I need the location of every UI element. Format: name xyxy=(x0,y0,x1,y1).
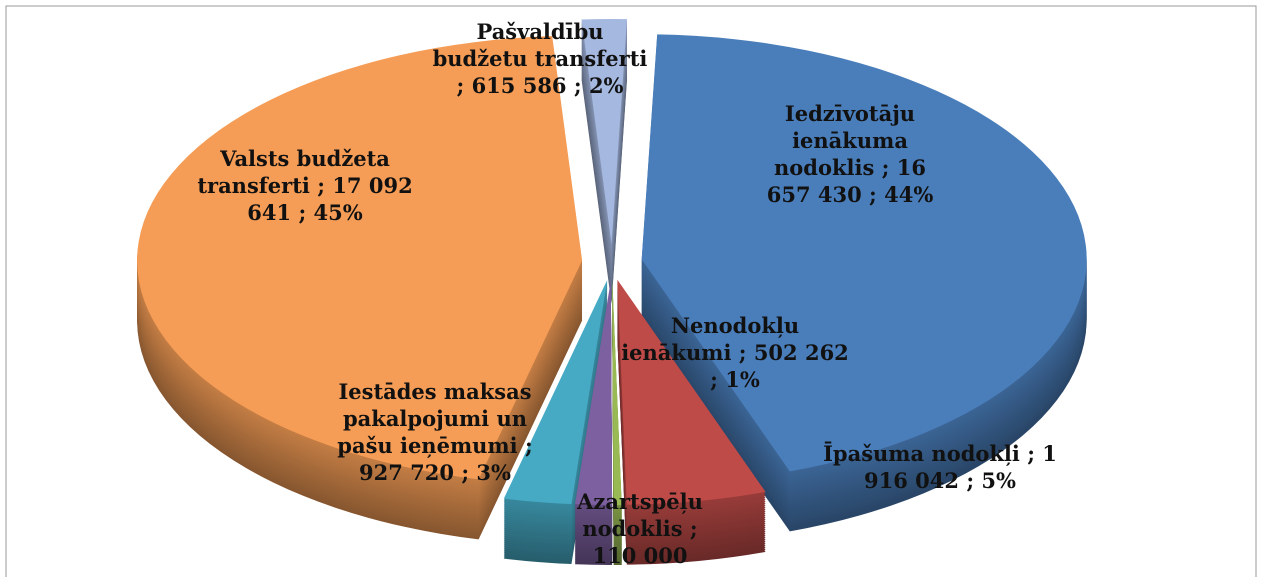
slice xyxy=(137,36,583,480)
separator: ; xyxy=(461,460,470,485)
percent-label: 2% xyxy=(588,73,624,98)
percent-label: 44% xyxy=(884,182,934,207)
slice xyxy=(641,34,1087,472)
slice xyxy=(503,279,608,505)
percent-label: 5% xyxy=(981,468,1016,493)
data-label: Īpašuma nodokļi ; 1 916 042 ; 5% xyxy=(820,440,1060,494)
category-label: Azartspēļu nodoklis xyxy=(577,489,703,541)
category-label: Valsts budžeta transferti xyxy=(197,146,390,198)
separator: ; xyxy=(524,433,533,458)
data-label: Nenodokļu ienākumi ; 502 262 ; 1% xyxy=(615,312,855,393)
data-label: Pašvaldību budžetu transferti ; 615 586 … xyxy=(430,18,650,99)
value-label: 502 262 xyxy=(753,340,849,365)
category-label: Īpašuma nodokļi xyxy=(823,441,1020,466)
separator: ; xyxy=(298,200,307,225)
value-label: 17 092 641 xyxy=(247,173,413,225)
value-label: 615 586 xyxy=(471,73,567,98)
value-label: 1 916 042 xyxy=(864,441,1057,493)
separator: ; xyxy=(710,367,718,392)
value-label: 16 657 430 xyxy=(766,155,926,207)
category-label: Nenodokļu ienākumi xyxy=(621,313,800,365)
separator: ; xyxy=(966,468,975,493)
value-label: 110 000 xyxy=(592,543,688,568)
separator: ; xyxy=(881,155,890,180)
separator: ; xyxy=(456,73,465,98)
separator: ; xyxy=(689,516,698,541)
slice xyxy=(581,19,628,245)
chart-border xyxy=(5,5,1257,577)
percent-label: 1% xyxy=(725,367,760,392)
data-label: Valsts budžeta transferti ; 17 092 641 ;… xyxy=(190,145,420,226)
separator: ; xyxy=(317,173,325,198)
slice xyxy=(575,279,613,505)
slice xyxy=(612,279,622,505)
percent-label: 45% xyxy=(313,200,363,225)
data-label: Azartspēļu nodoklis ; 110 000 xyxy=(575,488,705,569)
value-label: 927 720 xyxy=(359,460,454,485)
data-label: Iedzīvotāju ienākuma nodoklis ; 16 657 4… xyxy=(750,100,950,208)
separator: ; xyxy=(573,73,582,98)
data-label: Iestādes maksas pakalpojumi un pašu ieņē… xyxy=(320,378,550,486)
separator: ; xyxy=(1027,441,1035,466)
category-label: Pašvaldību budžetu transferti xyxy=(432,19,648,71)
separator: ; xyxy=(869,182,877,207)
category-label: Iestādes maksas pakalpojumi un pašu ieņē… xyxy=(337,379,532,458)
slice xyxy=(617,279,766,505)
category-label: Iedzīvotāju ienākuma nodoklis xyxy=(774,101,916,180)
percent-label: 3% xyxy=(476,460,511,485)
separator: ; xyxy=(738,340,747,365)
